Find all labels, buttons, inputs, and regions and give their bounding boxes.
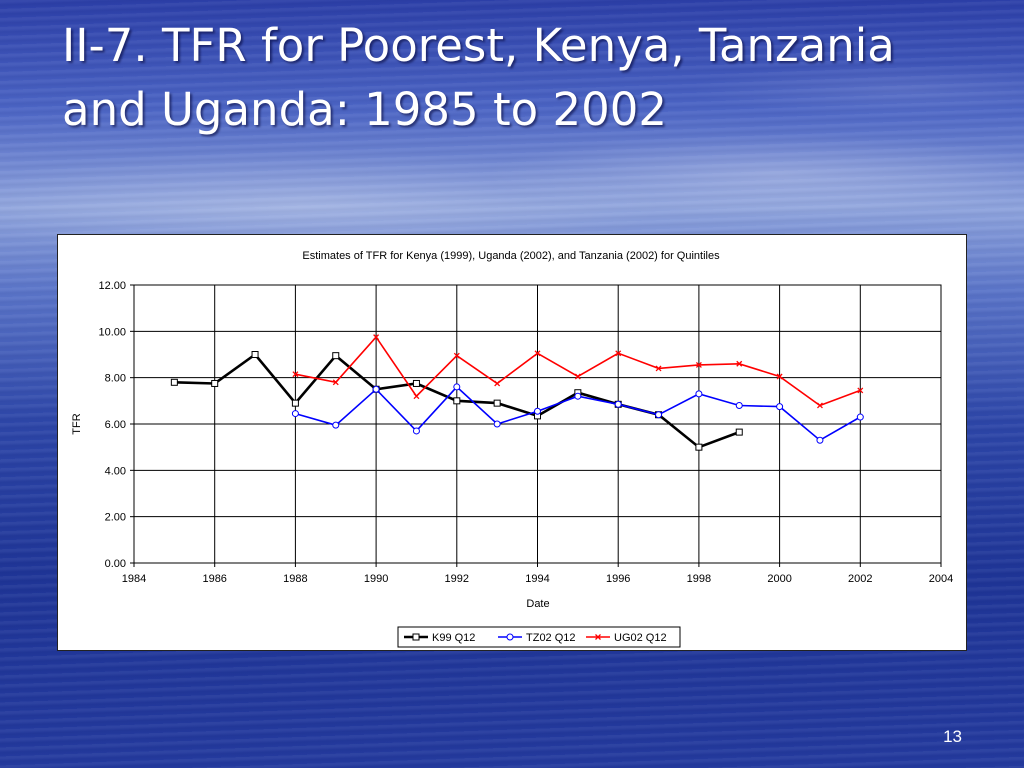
data-point-tz02-q12 (735, 401, 743, 409)
data-point-ug02-q12 (292, 371, 299, 378)
data-point-ug02-q12 (857, 387, 864, 394)
data-point-ug02-q12 (776, 373, 783, 380)
legend-item-k99-q12: K99 Q12 (404, 632, 475, 644)
x-tick-label: 1996 (606, 573, 630, 585)
data-point-tz02-q12 (372, 385, 380, 393)
data-point-tz02-q12 (695, 390, 703, 398)
data-point-ug02-q12 (736, 360, 743, 367)
data-point-tz02-q12 (412, 427, 420, 435)
data-point-ug02-q12 (695, 361, 702, 368)
x-tick-label: 1986 (202, 573, 226, 585)
marker-stroke (494, 380, 501, 387)
legend-item-tz02-q12: TZ02 Q12 (498, 632, 576, 644)
chart-legend: K99 Q12 TZ02 Q12 UG02 Q12 (397, 626, 681, 648)
data-point-tz02-q12 (493, 420, 501, 428)
marker-stroke (655, 365, 662, 372)
x-tick-label: 1992 (445, 573, 469, 585)
legend-swatch-marker (506, 633, 514, 641)
legend-label: UG02 Q12 (614, 632, 667, 644)
data-point-ug02-q12 (453, 352, 460, 359)
data-point-ug02-q12 (816, 402, 823, 409)
data-point-ug02-q12 (413, 393, 420, 400)
marker-stroke (736, 360, 743, 367)
x-tick-label: 1988 (283, 573, 307, 585)
page-number: 13 (943, 727, 962, 746)
data-point-k99-q12 (211, 379, 219, 387)
chart-title: Estimates of TFR for Kenya (1999), Ugand… (302, 250, 720, 262)
marker-stroke (574, 373, 581, 380)
data-point-k99-q12 (412, 379, 420, 387)
x-tick-label: 1984 (122, 573, 146, 585)
chart-panel: Estimates of TFR for Kenya (1999), Ugand… (57, 234, 967, 651)
x-tick-label: 2000 (767, 573, 791, 585)
x-tick-label: 2004 (929, 573, 953, 585)
data-point-k99-q12 (170, 378, 178, 386)
marker-stroke (695, 361, 702, 368)
series-ug02-q12 (292, 334, 864, 409)
data-point-ug02-q12 (574, 373, 581, 380)
data-point-k99-q12 (453, 397, 461, 405)
data-point-ug02-q12 (655, 365, 662, 372)
x-axis-label: Date (526, 598, 549, 610)
data-point-k99-q12 (493, 399, 501, 407)
y-tick-label: 8.00 (105, 373, 126, 385)
y-axis-label: TFR (71, 413, 83, 434)
marker-stroke (534, 350, 541, 357)
data-point-tz02-q12 (816, 436, 824, 444)
tfr-line-chart: Estimates of TFR for Kenya (1999), Ugand… (71, 250, 953, 648)
data-point-k99-q12 (695, 443, 703, 451)
marker-stroke (373, 334, 380, 341)
y-tick-label: 6.00 (105, 419, 126, 431)
y-tick-label: 12.00 (98, 280, 126, 292)
data-point-k99-q12 (332, 352, 340, 360)
y-tick-label: 2.00 (105, 512, 126, 524)
data-point-tz02-q12 (291, 410, 299, 418)
series-tz02-q12 (291, 383, 864, 444)
data-point-tz02-q12 (614, 400, 622, 408)
data-point-ug02-q12 (373, 334, 380, 341)
marker-stroke (453, 352, 460, 359)
marker-stroke (292, 371, 299, 378)
marker-stroke (595, 634, 601, 640)
data-point-tz02-q12 (453, 383, 461, 391)
marker-stroke (413, 393, 420, 400)
slide-title: II-7. TFR for Poorest, Kenya, Tanzania a… (62, 19, 895, 136)
marker-stroke (816, 402, 823, 409)
data-point-tz02-q12 (856, 413, 864, 421)
marker-stroke (615, 350, 622, 357)
y-tick-label: 0.00 (105, 558, 126, 570)
data-point-ug02-q12 (615, 350, 622, 357)
data-point-tz02-q12 (776, 403, 784, 411)
legend-label: TZ02 Q12 (526, 632, 576, 644)
legend-swatch-marker (412, 633, 420, 641)
x-tick-label: 2002 (848, 573, 872, 585)
marker-stroke (857, 387, 864, 394)
y-tick-label: 4.00 (105, 465, 126, 477)
legend-item-ug02-q12: UG02 Q12 (586, 632, 667, 644)
data-point-tz02-q12 (332, 421, 340, 429)
y-tick-label: 10.00 (98, 326, 126, 338)
data-point-k99-q12 (251, 351, 259, 358)
data-point-ug02-q12 (494, 380, 501, 387)
data-point-ug02-q12 (534, 350, 541, 357)
x-tick-label: 1994 (525, 573, 549, 585)
data-point-tz02-q12 (534, 407, 541, 415)
data-point-k99-q12 (291, 399, 299, 407)
legend-box (397, 626, 681, 648)
legend-label: K99 Q12 (432, 632, 475, 644)
data-point-k99-q12 (735, 428, 743, 436)
data-point-tz02-q12 (574, 392, 582, 400)
marker-stroke (776, 373, 783, 380)
x-tick-label: 1990 (364, 573, 388, 585)
data-point-ug02-q12 (332, 379, 339, 386)
marker-stroke (332, 379, 339, 386)
x-tick-label: 1998 (687, 573, 711, 585)
legend-swatch-marker (595, 634, 601, 640)
data-point-tz02-q12 (655, 411, 663, 419)
